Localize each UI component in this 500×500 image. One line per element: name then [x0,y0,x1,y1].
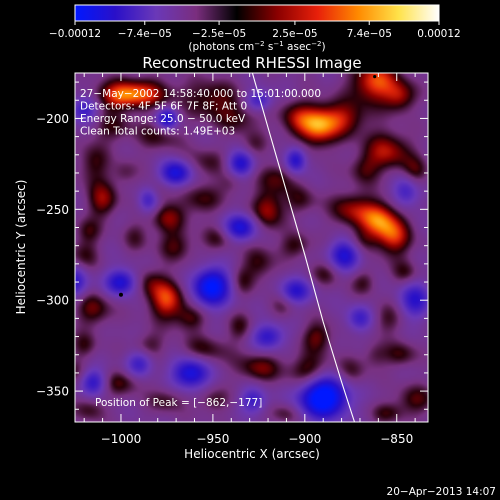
colorbar-tick-label: −7.4e−05 [118,28,172,40]
y-tick-label: −350 [36,385,69,399]
x-axis-label: Heliocentric X (arcsec) [184,447,320,461]
observation-info-line: 27−May−2002 14:58:40.000 to 15:01:00.000 [80,88,321,100]
colorbar-unit-label: (photons cm−2 s−1 asec−2) [188,40,325,53]
observation-info: 27−May−2002 14:58:40.000 to 15:01:00.000… [80,88,321,138]
peak-position-label: Position of Peak = [−862,−177] [95,397,262,409]
generation-timestamp: 20−Apr−2013 14:07 [387,486,496,498]
observation-info-line: Energy Range: 25.0 − 50.0 keV [80,113,246,125]
colorbar [74,4,440,22]
colorbar-tick-labels: −0.00012 −7.4e−05 −2.5e−05 2.5e−05 7.4e−05 0.… [49,28,461,40]
y-axis-label: Heliocentric Y (arcsec) [14,180,28,315]
observation-info-line: Clean Total counts: 1.49E+03 [80,126,235,138]
heatmap-image [75,73,428,422]
peak-marker [373,75,377,79]
x-tick-label: −900 [288,432,321,446]
x-tick-label: −1000 [101,432,142,446]
dark-spot [118,292,123,297]
y-tick-label: −250 [36,203,69,217]
y-tick-label: −300 [36,294,69,308]
chart-title: Reconstructed RHESSI Image [142,54,361,72]
observation-info-line: Detectors: 4F 5F 6F 7F 8F; Att 0 [80,101,247,113]
x-axis-ticks: −1000 −950 −900 −850 [83,73,416,446]
y-tick-label: −200 [36,112,69,126]
plot-frame [74,72,429,423]
colorbar-tick-label: −0.00012 [49,28,101,40]
colorbar-tick-label: −2.5e−05 [192,28,246,40]
colorbar-tick-label: 2.5e−05 [272,28,317,40]
solar-limb-curve [251,73,356,422]
y-axis-ticks: −200 −250 −300 −350 [36,81,428,410]
x-tick-label: −850 [380,432,413,446]
colorbar-ticks [74,21,440,25]
x-tick-label: −950 [196,432,229,446]
colorbar-tick-label: 7.4e−05 [347,28,392,40]
colorbar-tick-label: 0.00012 [417,28,460,40]
